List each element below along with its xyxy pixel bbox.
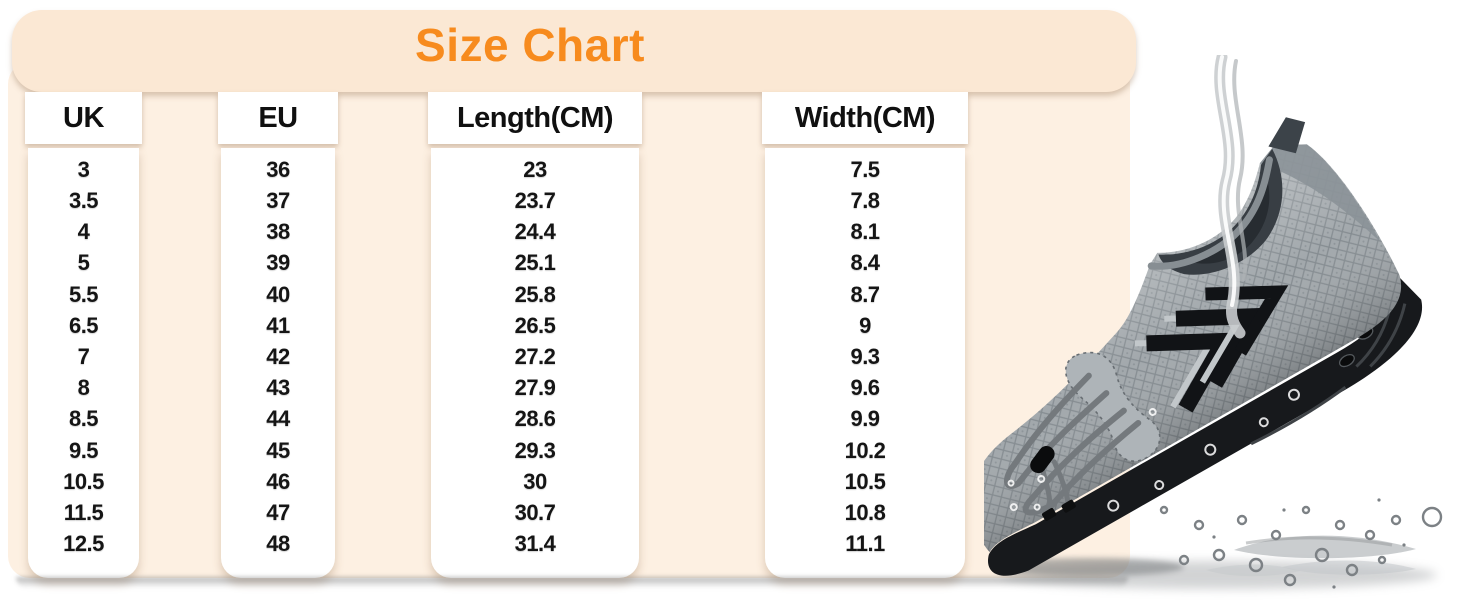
size-cell: 10.8 — [844, 500, 886, 526]
size-cell: 8.5 — [68, 406, 99, 432]
size-cell: 10.2 — [844, 437, 886, 463]
size-cell: 43 — [266, 375, 290, 401]
size-cell: 8.7 — [850, 281, 880, 307]
shoe-body — [984, 117, 1423, 576]
size-cell: 24.4 — [514, 219, 556, 245]
size-cell: 9.5 — [68, 437, 99, 463]
size-cell: 10.5 — [63, 468, 104, 494]
size-cell: 9.6 — [850, 375, 880, 401]
size-cell: 25.8 — [514, 281, 556, 307]
heel-overlay — [1259, 144, 1381, 243]
column-values: 23 23.7 24.4 25.1 25.8 26.5 27.2 27.9 28.6 29.3 30… — [431, 148, 639, 578]
column-values: 7.5 7.8 8.1 8.4 8.7 9 9.3 9.6 9.9 10.2 10.5 10.8 11.… — [765, 148, 965, 578]
cord-lock-toggle — [1030, 445, 1055, 474]
size-cell: 8 — [77, 375, 90, 401]
size-cell: 29.3 — [514, 437, 556, 463]
size-cell: 8.1 — [850, 219, 880, 245]
column-length-cm: Length(CM) 23 23.7 24.4 25.1 25.8 26.5 27.2 27.9… — [428, 0, 642, 600]
size-cell: 7.8 — [850, 187, 880, 213]
size-cell: 10.5 — [844, 468, 886, 494]
size-cell: 44 — [266, 406, 290, 432]
size-cell: 27.2 — [514, 344, 556, 370]
size-cell: 48 — [266, 531, 290, 557]
size-cell: 3 — [77, 156, 90, 182]
size-cell: 5 — [77, 250, 90, 276]
size-cell: 46 — [266, 468, 290, 494]
size-cell: 9.3 — [850, 344, 880, 370]
size-cell: 40 — [266, 281, 290, 307]
size-cell: 37 — [266, 187, 290, 213]
size-cell: 9.9 — [850, 406, 880, 432]
water-stream — [1214, 55, 1248, 339]
size-cell: 47 — [266, 500, 290, 526]
size-cell: 30 — [523, 468, 547, 494]
size-cell: 7.5 — [850, 156, 880, 182]
size-cell: 3.5 — [68, 187, 99, 213]
size-cell: 11.1 — [845, 531, 885, 557]
size-cell: 31.4 — [514, 531, 556, 557]
size-cell: 45 — [266, 437, 290, 463]
column-values: 3 3.5 4 5 5.5 6.5 7 8 8.5 9.5 10.5 11.5 12.5 — [28, 148, 139, 578]
laces — [1004, 372, 1142, 516]
size-cell: 6.5 — [68, 312, 99, 338]
size-cell: 26.5 — [514, 312, 556, 338]
size-cell: 8.4 — [850, 250, 880, 276]
droplets-on-shoe — [1007, 388, 1300, 512]
column-values: 36 37 38 39 40 41 42 43 44 45 46 47 48 — [221, 148, 335, 578]
page-title: Size Chart — [415, 19, 645, 71]
column-width-cm: Width(CM) 7.5 7.8 8.1 8.4 8.7 9 9.3 9.6 9.9 10.2 10… — [762, 0, 968, 600]
size-cell: 25.1 — [514, 250, 556, 276]
panel-ground-shadow — [16, 577, 1128, 588]
size-cell: 30.7 — [514, 500, 556, 526]
column-uk: UK 3 3.5 4 5 5.5 6.5 7 8 8.5 9.5 10.5 11.5 12.5 — [25, 0, 142, 600]
shoe-sole — [988, 274, 1423, 576]
size-cell: 7 — [77, 344, 90, 370]
size-cell: 23.7 — [514, 187, 556, 213]
size-cell: 11.5 — [63, 500, 104, 526]
column-header: Width(CM) — [762, 92, 968, 144]
collar-opening — [1158, 148, 1283, 275]
size-cell: 5.5 — [68, 281, 99, 307]
size-cell: 28.6 — [514, 406, 556, 432]
heel-pull-tab — [1268, 117, 1306, 154]
size-cell: 9 — [859, 312, 871, 338]
water-splash — [1206, 535, 1416, 577]
size-cell: 39 — [266, 250, 290, 276]
column-header: EU — [218, 92, 338, 144]
size-cell: 4 — [77, 219, 90, 245]
size-cell: 27.9 — [514, 375, 556, 401]
shoe-image — [984, 55, 1443, 589]
column-header: UK — [25, 92, 142, 144]
size-cell: 42 — [266, 344, 290, 370]
size-cell: 38 — [266, 219, 290, 245]
column-header: Length(CM) — [428, 92, 642, 144]
lace-plate — [1065, 351, 1161, 462]
size-cell: 23 — [523, 156, 547, 182]
size-cell: 36 — [266, 156, 290, 182]
size-cell: 41 — [266, 312, 290, 338]
title-banner — [12, 10, 1136, 92]
size-cell: 12.5 — [63, 531, 104, 557]
falling-droplets — [1159, 498, 1443, 589]
column-eu: EU 36 37 38 39 40 41 42 43 44 45 46 47 48 — [218, 0, 338, 600]
